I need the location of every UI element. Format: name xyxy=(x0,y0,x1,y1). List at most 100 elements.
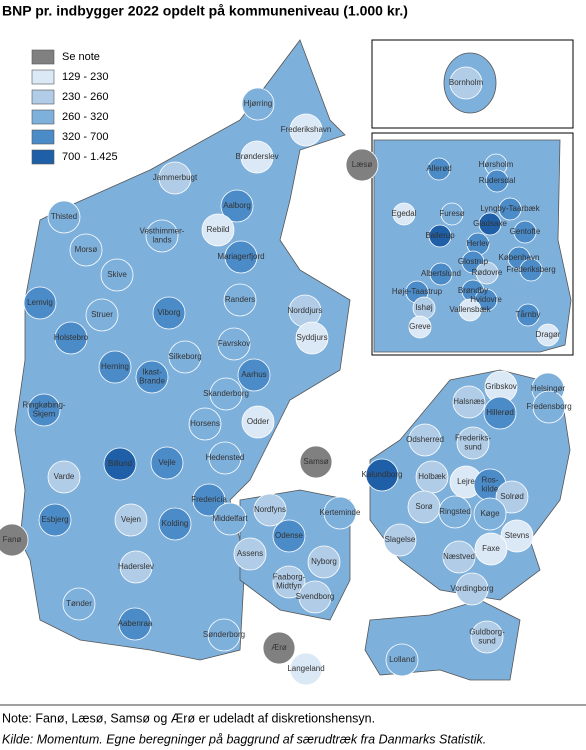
municipality-area xyxy=(208,441,242,475)
municipality-label: Kerteminde xyxy=(320,508,361,517)
municipality-label: Vesthimmer-lands xyxy=(140,227,185,245)
municipality-label: Randers xyxy=(225,295,255,304)
municipality-area xyxy=(237,358,271,392)
municipality-label: Vejen xyxy=(121,515,141,524)
municipality-label: Bornholm xyxy=(449,78,484,87)
municipality-area xyxy=(213,502,247,536)
municipality-label: Svendborg xyxy=(296,592,335,601)
municipality-label: Odense xyxy=(275,531,304,540)
municipality-label: Glostrup xyxy=(458,257,489,266)
municipality-area xyxy=(241,405,275,439)
municipality-area xyxy=(152,296,186,330)
municipality-area xyxy=(429,262,453,286)
municipality-area xyxy=(428,224,452,248)
municipality-area xyxy=(209,377,243,411)
municipality-area xyxy=(519,258,543,282)
municipality-label: Kolding xyxy=(162,519,189,528)
legend-label: 700 - 1.425 xyxy=(62,151,118,163)
municipality-area xyxy=(500,519,534,553)
legend-label: 230 - 260 xyxy=(62,91,108,103)
municipality-area xyxy=(0,523,29,557)
municipality-label: Varde xyxy=(54,472,75,481)
municipality-label: Egedal xyxy=(392,209,417,218)
legend-swatch xyxy=(31,109,55,125)
municipality-area xyxy=(307,545,341,579)
municipality-label: Nyborg xyxy=(311,557,337,566)
municipality-area xyxy=(27,393,61,427)
legend-label: Se note xyxy=(62,51,100,63)
municipality-area xyxy=(485,169,509,193)
municipality-label: Skive xyxy=(107,270,127,279)
municipality-area xyxy=(483,396,517,430)
municipality-area xyxy=(470,620,504,654)
municipality-label: Assens xyxy=(237,549,263,558)
municipality-label: Ringkøbing-Skjern xyxy=(22,401,65,419)
municipality-label: Syddjurs xyxy=(296,333,327,342)
municipality-area xyxy=(85,298,119,332)
municipality-area xyxy=(289,652,323,686)
municipality-label: Brønderslev xyxy=(235,152,278,161)
municipality-label: Gentofte xyxy=(510,227,541,236)
municipality-label: Frederiksberg xyxy=(506,265,555,274)
municipality-area xyxy=(473,497,507,531)
municipality-area xyxy=(536,323,560,347)
municipality-area xyxy=(47,460,81,494)
municipality-label: Stevns xyxy=(505,531,529,540)
map-layer: Se note 129 - 230 230 - 260 260 - 320 320 - … xyxy=(0,49,572,686)
municipality-area xyxy=(119,550,153,584)
municipality-label: Guldborg-sund xyxy=(469,628,505,646)
municipality-label: Slagelse xyxy=(385,535,416,544)
municipality-label: Lyngby-Taarbæk xyxy=(480,204,540,213)
municipality-area xyxy=(253,493,287,527)
municipality-label: Hvidovre xyxy=(470,295,502,304)
municipality-label: Aarhus xyxy=(241,370,266,379)
municipality-label: Gladsaxe xyxy=(473,219,507,228)
municipality-label: Skanderborg xyxy=(203,389,249,398)
municipality-area xyxy=(455,572,489,606)
municipality-area xyxy=(38,503,72,537)
municipality-area xyxy=(217,327,251,361)
note: Note: Fanø, Læsø, Samsø og Ærø er udelad… xyxy=(2,711,375,725)
municipality-area xyxy=(323,496,357,530)
municipality-area xyxy=(478,212,502,236)
municipality-label: Hørsholm xyxy=(479,160,514,169)
legend-label: 320 - 700 xyxy=(62,131,108,143)
municipality-label: Samsø xyxy=(303,457,328,466)
municipality-label: Rebild xyxy=(207,225,230,234)
municipality-label: Gribskov xyxy=(485,382,517,391)
municipality-area xyxy=(438,495,472,529)
municipality-label: Frederiks-sund xyxy=(455,434,491,452)
municipality-area xyxy=(298,580,332,614)
municipality-area xyxy=(47,200,81,234)
municipality-label: Furesø xyxy=(439,209,464,218)
municipality-label: Lejre xyxy=(457,477,475,486)
municipality-label: Favrskov xyxy=(218,339,250,348)
municipality-area xyxy=(299,445,333,479)
municipality-label: Sønderborg xyxy=(203,630,245,639)
municipality-label: Ishøj xyxy=(415,303,433,312)
municipality-area xyxy=(408,315,432,339)
municipality-label: Allerød xyxy=(426,164,451,173)
municipality-area xyxy=(289,113,323,147)
municipality-area xyxy=(475,261,499,285)
municipality-label: Brøndby xyxy=(458,286,488,295)
municipality-label: Ringsted xyxy=(439,507,471,516)
municipality-label: Horsens xyxy=(190,419,220,428)
municipality-area xyxy=(224,240,258,274)
source: Kilde: Momentum. Egne beregninger på bag… xyxy=(2,732,486,746)
municipality-area xyxy=(114,503,148,537)
municipality-label: Albertslund xyxy=(421,269,461,278)
legend-label: 129 - 230 xyxy=(62,71,108,83)
municipality-area xyxy=(23,286,57,320)
municipality-label: Frederikshavn xyxy=(281,125,332,134)
municipality-label: Ikast-Brande xyxy=(139,368,165,386)
municipality-label: Aalborg xyxy=(223,201,251,210)
municipality-label: Sorø xyxy=(415,502,432,511)
municipality-label: Esbjerg xyxy=(41,515,68,524)
legend-swatch xyxy=(31,69,55,85)
municipality-area xyxy=(207,618,241,652)
municipality-area xyxy=(495,480,529,514)
municipality-label: Jammerbugt xyxy=(153,173,198,182)
municipality-area xyxy=(452,385,486,419)
municipality-label: Køge xyxy=(480,509,500,518)
